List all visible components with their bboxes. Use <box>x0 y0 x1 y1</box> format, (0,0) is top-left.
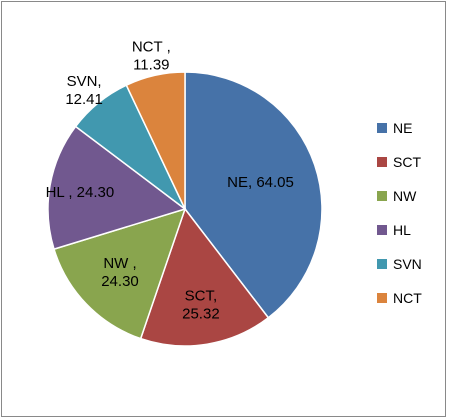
legend-swatch-svn <box>377 259 387 269</box>
legend-label-nw: NW <box>393 188 417 204</box>
legend: NE SCT NW HL SVN NCT <box>377 120 422 306</box>
legend-label-nct: NCT <box>393 290 422 306</box>
data-label-ne: NE, 64.05 <box>227 174 294 191</box>
pie-slice-sct <box>139 207 270 347</box>
legend-swatch-nct <box>377 293 387 303</box>
data-label-nw: NW , 24.30 <box>101 255 139 290</box>
pie-slice-hl <box>47 125 187 251</box>
pie-slice-nw <box>53 207 187 340</box>
legend-swatch-sct <box>377 157 387 167</box>
pie-slices <box>47 71 323 347</box>
data-label-sct: SCT, 25.32 <box>182 287 220 322</box>
data-label-nct: NCT , 11.39 <box>132 38 171 73</box>
data-label-svn: SVN, 12.41 <box>65 73 103 108</box>
data-labels: NE, 64.05 SCT, 25.32 NW , 24.30 HL , 24.30 SVN… <box>46 38 294 322</box>
data-label-hl: HL , 24.30 <box>46 184 115 201</box>
pie-slice-nct <box>125 71 186 210</box>
legend-swatch-nw <box>377 191 387 201</box>
legend-swatch-ne <box>377 123 387 133</box>
legend-label-svn: SVN <box>393 256 422 272</box>
legend-label-hl: HL <box>393 222 411 238</box>
pie-slice-ne <box>184 71 323 319</box>
legend-label-ne: NE <box>393 120 412 136</box>
legend-label-sct: SCT <box>393 154 421 170</box>
legend-swatch-hl <box>377 225 387 235</box>
